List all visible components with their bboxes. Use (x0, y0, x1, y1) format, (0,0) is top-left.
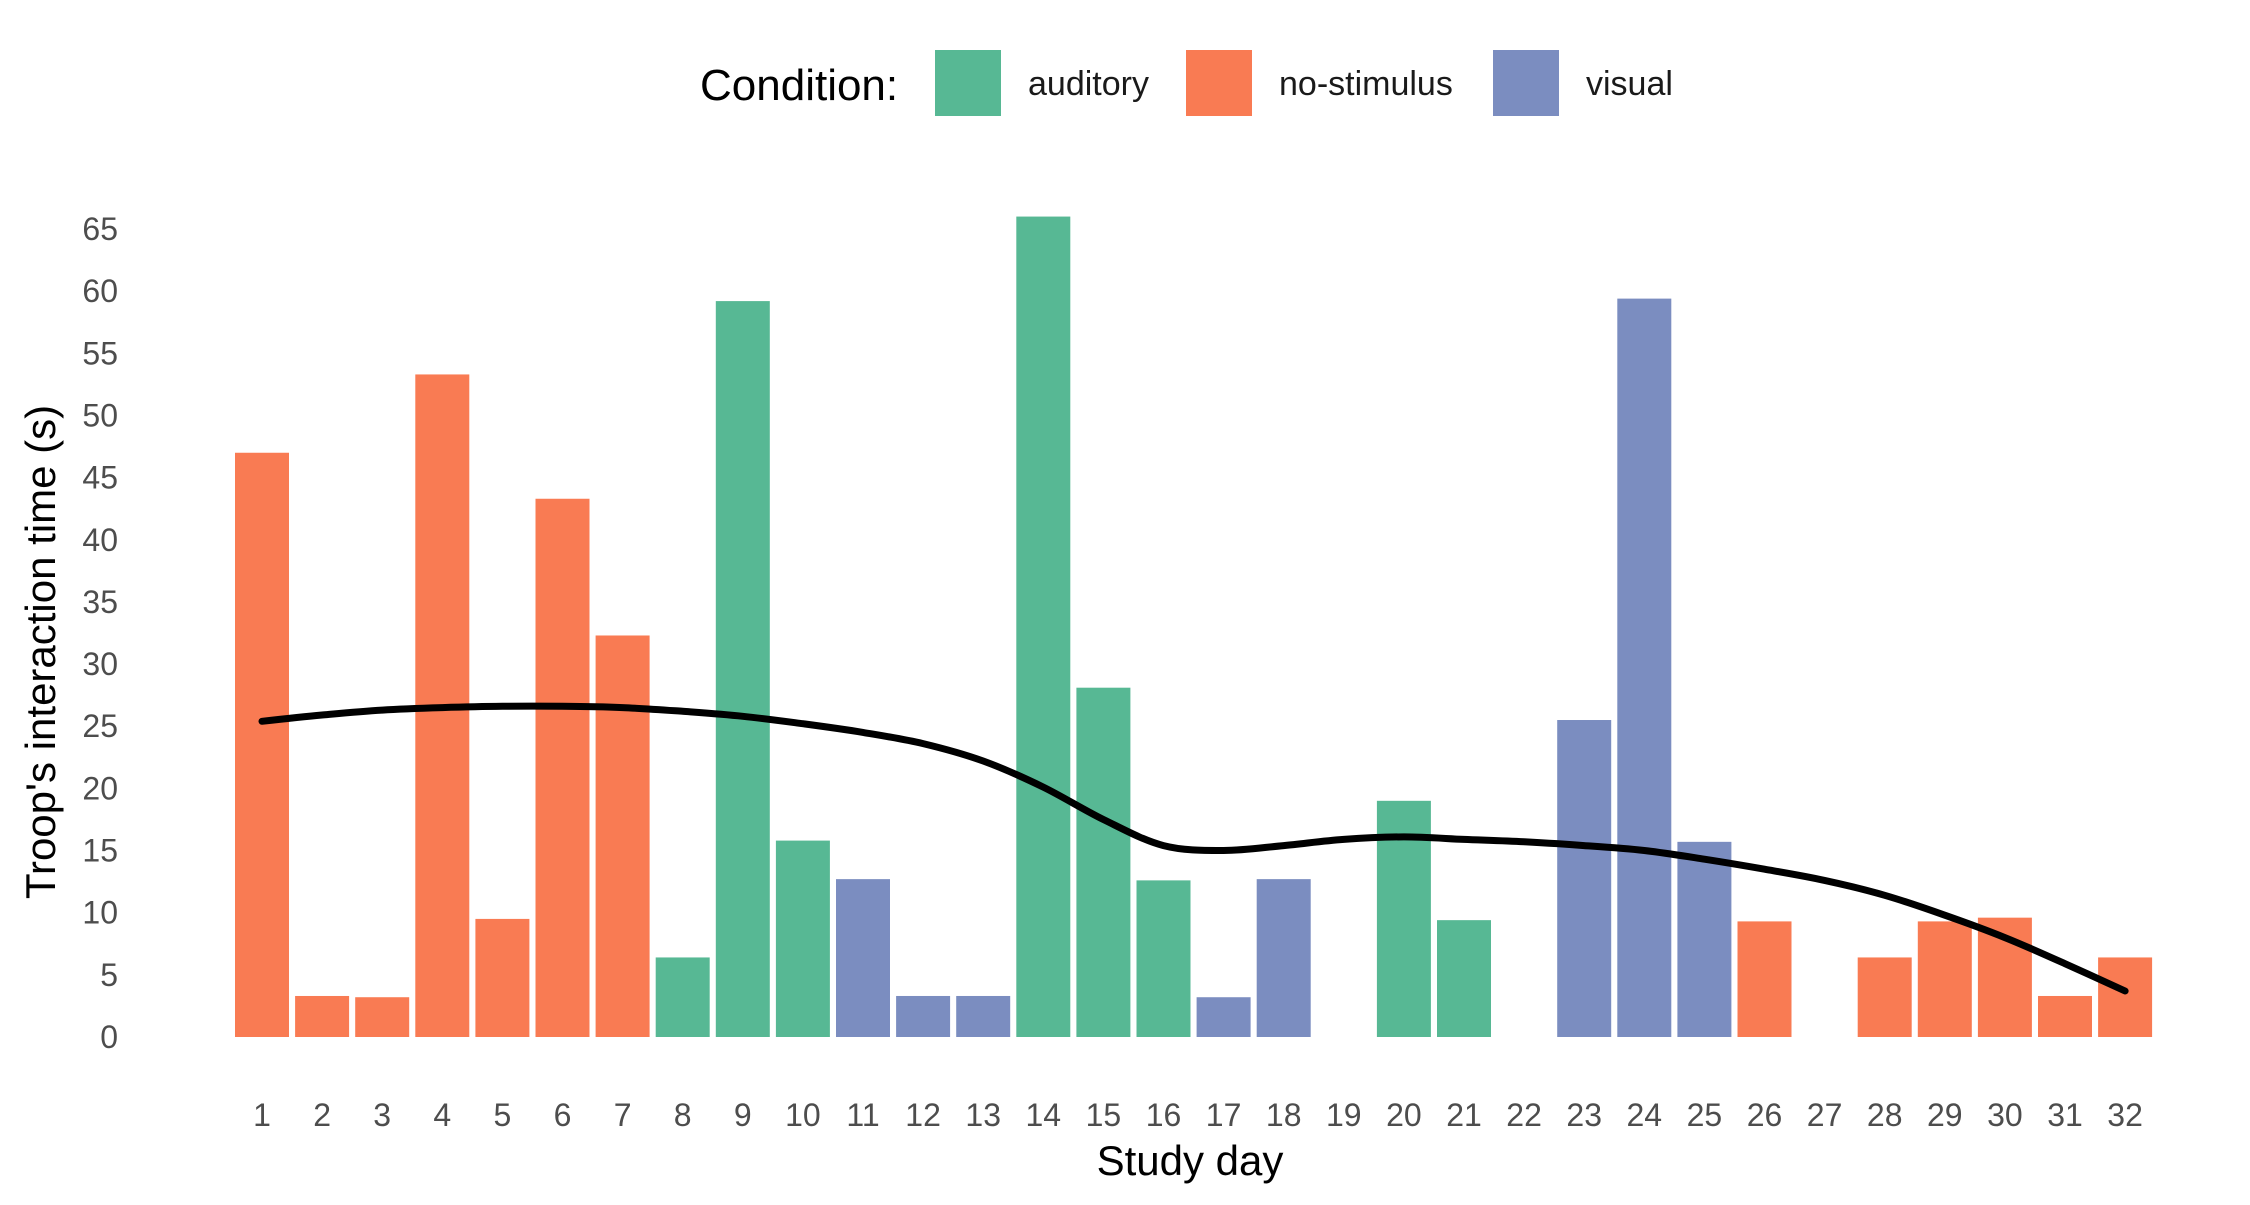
x-tick-label: 1 (253, 1097, 271, 1133)
y-tick-label: 45 (82, 460, 118, 496)
y-tick-label: 40 (82, 522, 118, 558)
y-tick-label: 15 (82, 833, 118, 869)
x-tick-label: 11 (846, 1097, 879, 1133)
x-tick-label: 5 (494, 1097, 512, 1133)
bar-day-6 (535, 498, 590, 1037)
x-tick-label: 7 (614, 1097, 632, 1133)
bar-day-17 (1196, 997, 1251, 1037)
x-tick-label: 16 (1146, 1097, 1182, 1133)
y-tick-label: 55 (82, 335, 118, 371)
legend-title: Condition: (700, 61, 898, 110)
x-tick-label: 29 (1927, 1097, 1963, 1133)
x-tick-label: 9 (734, 1097, 752, 1133)
x-tick-label: 31 (2047, 1097, 2083, 1133)
x-tick-label: 26 (1747, 1097, 1783, 1133)
x-tick-label: 6 (554, 1097, 572, 1133)
legend-swatch-visual (1493, 50, 1559, 116)
x-tick-label: 12 (905, 1097, 941, 1133)
legend-label-no-stimulus: no-stimulus (1279, 65, 1453, 103)
bar-day-12 (896, 995, 951, 1037)
bar-day-15 (1076, 687, 1131, 1037)
bar-day-31 (2038, 995, 2092, 1037)
x-tick-label: 32 (2107, 1097, 2143, 1133)
bar-day-1 (235, 452, 289, 1037)
bars (235, 216, 2153, 1038)
x-tick-label: 10 (785, 1097, 821, 1133)
y-tick-label: 35 (82, 584, 118, 620)
bar-day-26 (1737, 921, 1792, 1037)
legend-label-auditory: auditory (1028, 65, 1149, 103)
y-tick-label: 65 (82, 211, 118, 247)
bar-day-3 (355, 997, 410, 1037)
x-tick-label: 2 (313, 1097, 331, 1133)
y-tick-label: 5 (100, 957, 118, 993)
x-axis-title: Study day (1097, 1137, 1284, 1184)
y-tick-label: 10 (82, 895, 118, 931)
x-tick-label: 13 (965, 1097, 1001, 1133)
bar-day-23 (1557, 720, 1612, 1037)
x-tick-label: 14 (1026, 1097, 1062, 1133)
bar-day-28 (1857, 957, 1912, 1037)
x-tick-label: 20 (1386, 1097, 1422, 1133)
bar-day-13 (956, 995, 1011, 1037)
bar-day-14 (1016, 216, 1071, 1038)
x-tick-label: 4 (433, 1097, 451, 1133)
legend-label-visual: visual (1586, 65, 1673, 103)
y-axis-ticks: 0 5 10 15 20 25 30 35 40 45 50 55 60 65 (82, 211, 118, 1055)
y-tick-label: 0 (100, 1019, 118, 1055)
bar-day-25 (1677, 841, 1732, 1037)
y-tick-label: 50 (82, 397, 118, 433)
x-tick-label: 19 (1326, 1097, 1362, 1133)
bar-day-7 (595, 635, 650, 1037)
y-tick-label: 25 (82, 708, 118, 744)
bar-day-2 (295, 995, 350, 1037)
y-axis-title: Troop's interaction time (s) (17, 405, 64, 899)
x-tick-label: 28 (1867, 1097, 1903, 1133)
y-tick-label: 60 (82, 273, 118, 309)
bar-day-10 (775, 840, 830, 1037)
x-tick-label: 27 (1807, 1097, 1843, 1133)
y-tick-label: 30 (82, 646, 118, 682)
bar-day-21 (1437, 920, 1491, 1037)
legend-swatch-auditory (935, 50, 1001, 116)
x-tick-label: 21 (1446, 1097, 1482, 1133)
bar-day-11 (836, 879, 890, 1037)
bar-day-8 (655, 957, 710, 1037)
bar-day-32 (2098, 957, 2153, 1037)
bar-day-16 (1136, 880, 1191, 1037)
x-tick-label: 18 (1266, 1097, 1302, 1133)
x-tick-label: 30 (1987, 1097, 2023, 1133)
x-tick-label: 8 (674, 1097, 692, 1133)
x-tick-label: 15 (1086, 1097, 1122, 1133)
x-tick-label: 17 (1206, 1097, 1242, 1133)
x-tick-label: 25 (1687, 1097, 1723, 1133)
bar-day-29 (1917, 921, 1972, 1037)
legend-swatch-no-stimulus (1186, 50, 1252, 116)
x-tick-label: 3 (373, 1097, 391, 1133)
x-tick-label: 22 (1506, 1097, 1542, 1133)
trend-line-group (258, 702, 2129, 995)
bar-day-5 (475, 918, 530, 1037)
x-tick-label: 23 (1566, 1097, 1602, 1133)
bar-day-9 (715, 301, 770, 1037)
bar-day-18 (1256, 879, 1311, 1037)
y-tick-label: 20 (82, 770, 118, 806)
x-tick-label: 24 (1627, 1097, 1663, 1133)
bar-day-24 (1617, 298, 1672, 1037)
x-axis-ticks: 1 2 3 4 5 6 7 8 9 10 11 12 13 14 15 16 17 18 19 20 21 22 23 24 2… (253, 1097, 2143, 1133)
legend: Condition: auditory no-stimulus visual (700, 50, 1673, 116)
trend-line (258, 702, 2129, 995)
